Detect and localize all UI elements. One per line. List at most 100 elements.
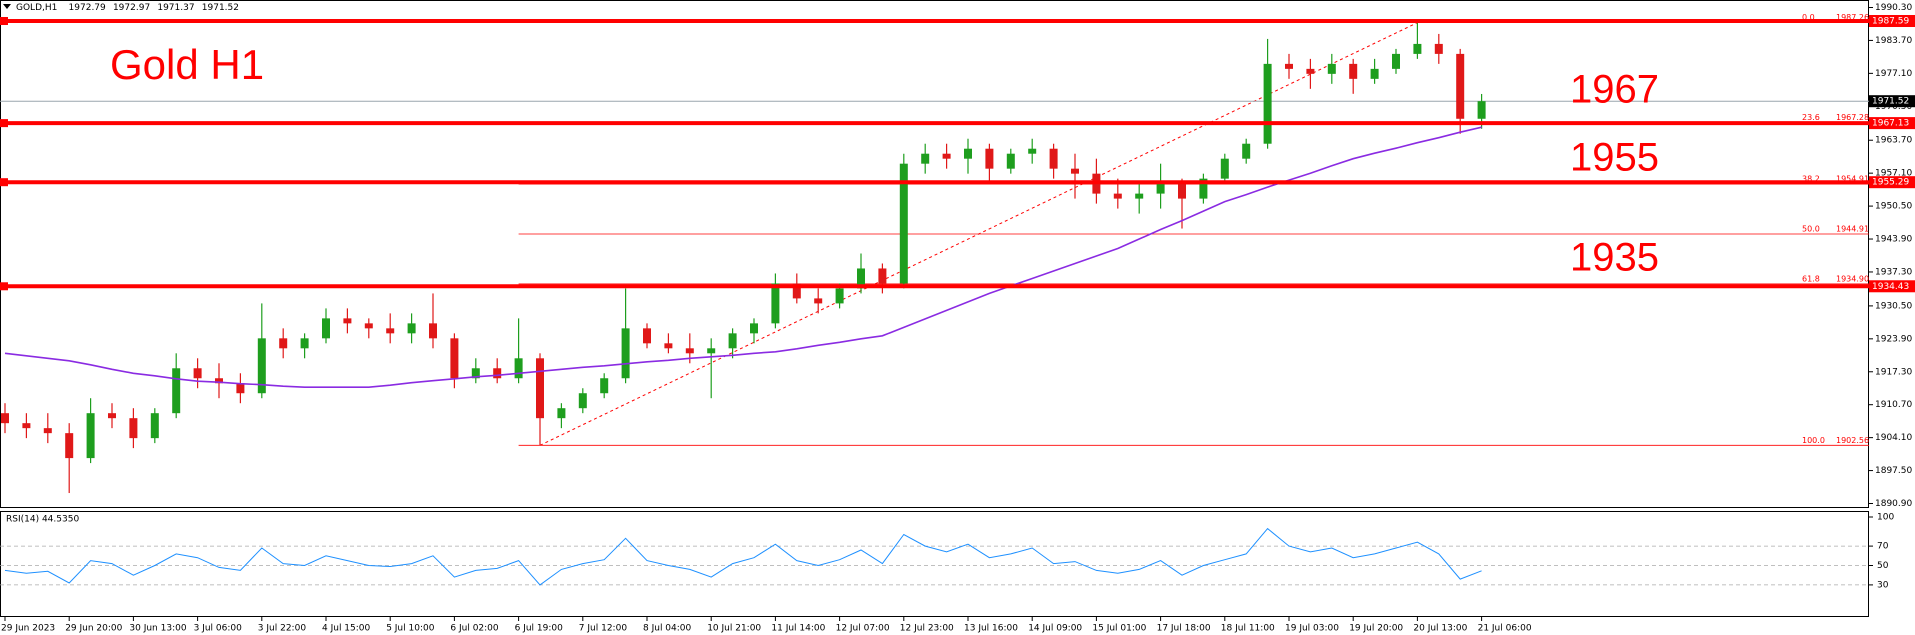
x-tick-label: 3 Jul 06:00: [194, 624, 243, 634]
y-tick-label: 1930.50: [1875, 301, 1912, 311]
x-tick-label: 6 Jul 19:00: [515, 624, 564, 634]
candle-body: [792, 283, 801, 299]
candle-body: [322, 318, 330, 339]
fib-price: 1954.91: [1836, 175, 1869, 184]
candle-body: [407, 323, 416, 334]
candle-body: [1178, 183, 1186, 199]
rsi-tick-label: 50: [1877, 561, 1889, 571]
candle-body: [65, 433, 74, 459]
level-tag: [1869, 15, 1915, 28]
rsi-panel: [0, 511, 1869, 617]
y-tick-label: 1963.70: [1875, 136, 1912, 146]
y-tick-label: 1917.30: [1875, 367, 1912, 377]
y-tick-label: 1937.30: [1875, 267, 1912, 277]
candle-body: [1456, 53, 1465, 119]
price-panel: [0, 0, 1869, 508]
candle-body: [835, 288, 844, 304]
x-tick-label: 10 Jul 21:00: [707, 624, 761, 634]
fib-price: 1987.26: [1836, 13, 1869, 22]
x-tick-label: 18 Jul 11:00: [1221, 624, 1275, 634]
candle-body: [1071, 168, 1079, 174]
x-tick-label: 17 Jul 18:00: [1157, 624, 1211, 634]
y-tick-label: 1977.10: [1875, 69, 1912, 79]
level-tag: [1869, 117, 1915, 130]
y-tick-label: 1943.90: [1875, 235, 1912, 245]
candle-body: [1434, 43, 1443, 54]
candle-body: [1285, 63, 1293, 69]
x-tick-label: 29 Jun 2023: [1, 624, 55, 634]
current-price-label: 1971.52: [1872, 97, 1909, 107]
rsi-tick-label: 100: [1877, 513, 1894, 523]
rsi-tick-label: 30: [1877, 580, 1889, 590]
quote-close: 1971.52: [202, 3, 239, 13]
candle-body: [1263, 63, 1272, 144]
candle-body: [685, 348, 694, 354]
candle-body: [857, 268, 865, 289]
candle-body: [985, 148, 994, 169]
y-tick-label: 1897.50: [1875, 466, 1912, 476]
y-tick-label: 1957.10: [1875, 169, 1912, 179]
candle-body: [193, 368, 202, 379]
menu-triangle[interactable]: [3, 4, 11, 9]
level-tag-label: 1955.29: [1872, 178, 1909, 188]
candle-body: [514, 358, 523, 379]
quote-high: 1972.97: [113, 3, 150, 13]
candle-body: [429, 323, 437, 339]
candle-body: [257, 338, 266, 394]
x-tick-label: 5 Jul 10:00: [386, 624, 435, 634]
candle-body: [1028, 148, 1037, 154]
candle-body: [664, 343, 673, 349]
y-tick-label: 1890.90: [1875, 499, 1912, 509]
moving-average: [4, 126, 1482, 388]
x-tick-label: 6 Jul 02:00: [450, 624, 499, 634]
quote-open: 1972.79: [69, 3, 106, 13]
candle-body: [578, 393, 587, 409]
x-tick-label: 14 Jul 09:00: [1028, 624, 1082, 634]
x-tick-label: 19 Jul 03:00: [1285, 624, 1339, 634]
level-handle: [0, 178, 8, 187]
y-tick-label: 1910.70: [1875, 400, 1912, 410]
fib-ratio: 38.2: [1802, 175, 1820, 184]
header: GOLD,H1 1972.79 1972.97 1971.37 1971.52: [16, 2, 239, 13]
candle-body: [22, 423, 31, 429]
candle-body: [814, 298, 823, 304]
candle-body: [108, 413, 116, 419]
fib-ratio: 100.0: [1802, 436, 1825, 445]
level-tag-label: 1934.43: [1872, 282, 1909, 292]
x-tick-label: 30 Jun 13:00: [129, 624, 186, 634]
y-tick-label: 1950.50: [1875, 202, 1912, 212]
candle-body: [707, 348, 716, 354]
candle-body: [557, 408, 566, 419]
candle-body: [1049, 148, 1058, 169]
candle-body: [86, 413, 95, 459]
fib-ratio: 50.0: [1802, 224, 1820, 233]
candle-body: [771, 283, 780, 324]
candle-body: [1220, 158, 1229, 179]
candle-body: [172, 368, 181, 414]
x-tick-label: 20 Jul 13:00: [1413, 624, 1467, 634]
x-tick-label: 12 Jul 07:00: [836, 624, 890, 634]
level-handle: [0, 17, 8, 26]
x-tick-label: 11 Jul 14:00: [771, 624, 825, 634]
candle-body: [129, 418, 138, 439]
candle-body: [43, 428, 52, 434]
candle-body: [1113, 193, 1122, 199]
x-tick-label: 15 Jul 01:00: [1092, 624, 1146, 634]
x-tick-label: 8 Jul 04:00: [643, 624, 692, 634]
candle-body: [450, 338, 459, 379]
fib-ratio: 0.0: [1802, 13, 1815, 22]
quote-low: 1971.37: [157, 3, 194, 13]
candle-body: [493, 368, 502, 379]
candle-body: [279, 338, 288, 349]
candle-body: [921, 153, 930, 164]
candle-body: [1, 413, 9, 424]
candle-body: [728, 333, 737, 349]
level-tag: [1869, 280, 1915, 293]
x-tick-label: 4 Jul 15:00: [322, 624, 371, 634]
candle-body: [300, 338, 309, 349]
current-price-tag: [1869, 95, 1915, 108]
candle-body: [215, 378, 223, 384]
y-tick-label: 1904.10: [1875, 433, 1912, 443]
candle-body: [1156, 183, 1165, 194]
